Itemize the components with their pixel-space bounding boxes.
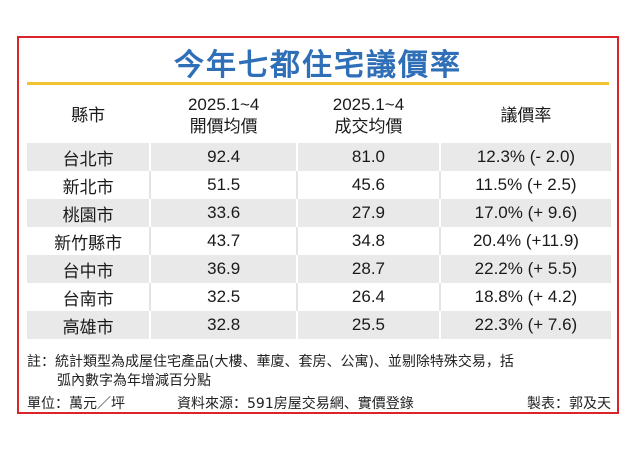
cell-deal-price: 34.8 [296, 227, 440, 255]
cell-negotiation-rate: 12.3% (- 2.0) [438, 143, 611, 171]
note-line-1: 註：統計類型為成屋住宅產品(大樓、華廈、套房、公寓)、並剔除特殊交易，括 [27, 354, 514, 370]
table-header-row: 縣市 2025.1~4 開價均價 2025.1~4 成交均價 議價率 [27, 89, 611, 143]
cell-city: 高雄市 [27, 311, 151, 339]
header-asking-price: 2025.1~4 開價均價 [149, 89, 298, 143]
cell-negotiation-rate: 17.0% (+ 9.6) [438, 199, 611, 227]
unit-label: 單位：萬元／坪 [27, 396, 125, 412]
table-note: 註：統計類型為成屋住宅產品(大樓、華廈、套房、公寓)、並剔除特殊交易，括 弧內數… [27, 353, 613, 391]
cell-deal-price: 45.6 [296, 171, 440, 199]
table-footer: 單位：萬元／坪 資料來源：591房屋交易網、實價登錄 製表：郭及天 [27, 393, 611, 412]
cell-asking-price: 36.9 [149, 255, 298, 283]
infographic-title: 今年七都住宅議價率 [174, 48, 462, 83]
cell-negotiation-rate: 18.8% (+ 4.2) [438, 283, 611, 311]
table-row: 高雄市 32.8 25.5 22.3% (+ 7.6) [27, 311, 611, 339]
cell-deal-price: 26.4 [296, 283, 440, 311]
cell-negotiation-rate: 22.3% (+ 7.6) [438, 311, 611, 339]
cell-city: 新竹縣市 [27, 227, 151, 255]
cell-asking-price: 32.5 [149, 283, 298, 311]
cell-city: 台北市 [27, 143, 151, 171]
price-negotiation-table: 縣市 2025.1~4 開價均價 2025.1~4 成交均價 議價率 台北市 92.… [27, 89, 611, 339]
cell-city: 台南市 [27, 283, 151, 311]
cell-negotiation-rate: 20.4% (+11.9) [438, 227, 611, 255]
cell-asking-price: 92.4 [149, 143, 298, 171]
table-row: 新北市 51.5 45.6 11.5% (+ 2.5) [27, 171, 611, 199]
cell-negotiation-rate: 11.5% (+ 2.5) [438, 171, 611, 199]
table-row: 新竹縣市 43.7 34.8 20.4% (+11.9) [27, 227, 611, 255]
cell-city: 新北市 [27, 171, 151, 199]
source-label: 資料來源：591房屋交易網、實價登錄 [177, 396, 414, 412]
cell-deal-price: 25.5 [296, 311, 440, 339]
cell-city: 桃園市 [27, 199, 151, 227]
cell-deal-price: 81.0 [296, 143, 440, 171]
header-city: 縣市 [27, 89, 151, 143]
table-row: 台南市 32.5 26.4 18.8% (+ 4.2) [27, 283, 611, 311]
cell-deal-price: 27.9 [296, 199, 440, 227]
title-divider [27, 82, 609, 85]
cell-city: 台中市 [27, 255, 151, 283]
note-line-2: 弧內數字為年增減百分點 [57, 373, 211, 389]
cell-asking-price: 43.7 [149, 227, 298, 255]
cell-asking-price: 32.8 [149, 311, 298, 339]
infographic-frame: 今年七都住宅議價率 縣市 2025.1~4 開價均價 2025.1~4 成交均價 議… [17, 36, 619, 414]
table-row: 桃園市 33.6 27.9 17.0% (+ 9.6) [27, 199, 611, 227]
cell-asking-price: 51.5 [149, 171, 298, 199]
cell-asking-price: 33.6 [149, 199, 298, 227]
header-negotiation-rate: 議價率 [438, 89, 611, 143]
cell-negotiation-rate: 22.2% (+ 5.5) [438, 255, 611, 283]
table-row: 台中市 36.9 28.7 22.2% (+ 5.5) [27, 255, 611, 283]
table-row: 台北市 92.4 81.0 12.3% (- 2.0) [27, 143, 611, 171]
header-deal-price: 2025.1~4 成交均價 [296, 89, 440, 143]
maker-label: 製表：郭及天 [527, 396, 611, 412]
cell-deal-price: 28.7 [296, 255, 440, 283]
